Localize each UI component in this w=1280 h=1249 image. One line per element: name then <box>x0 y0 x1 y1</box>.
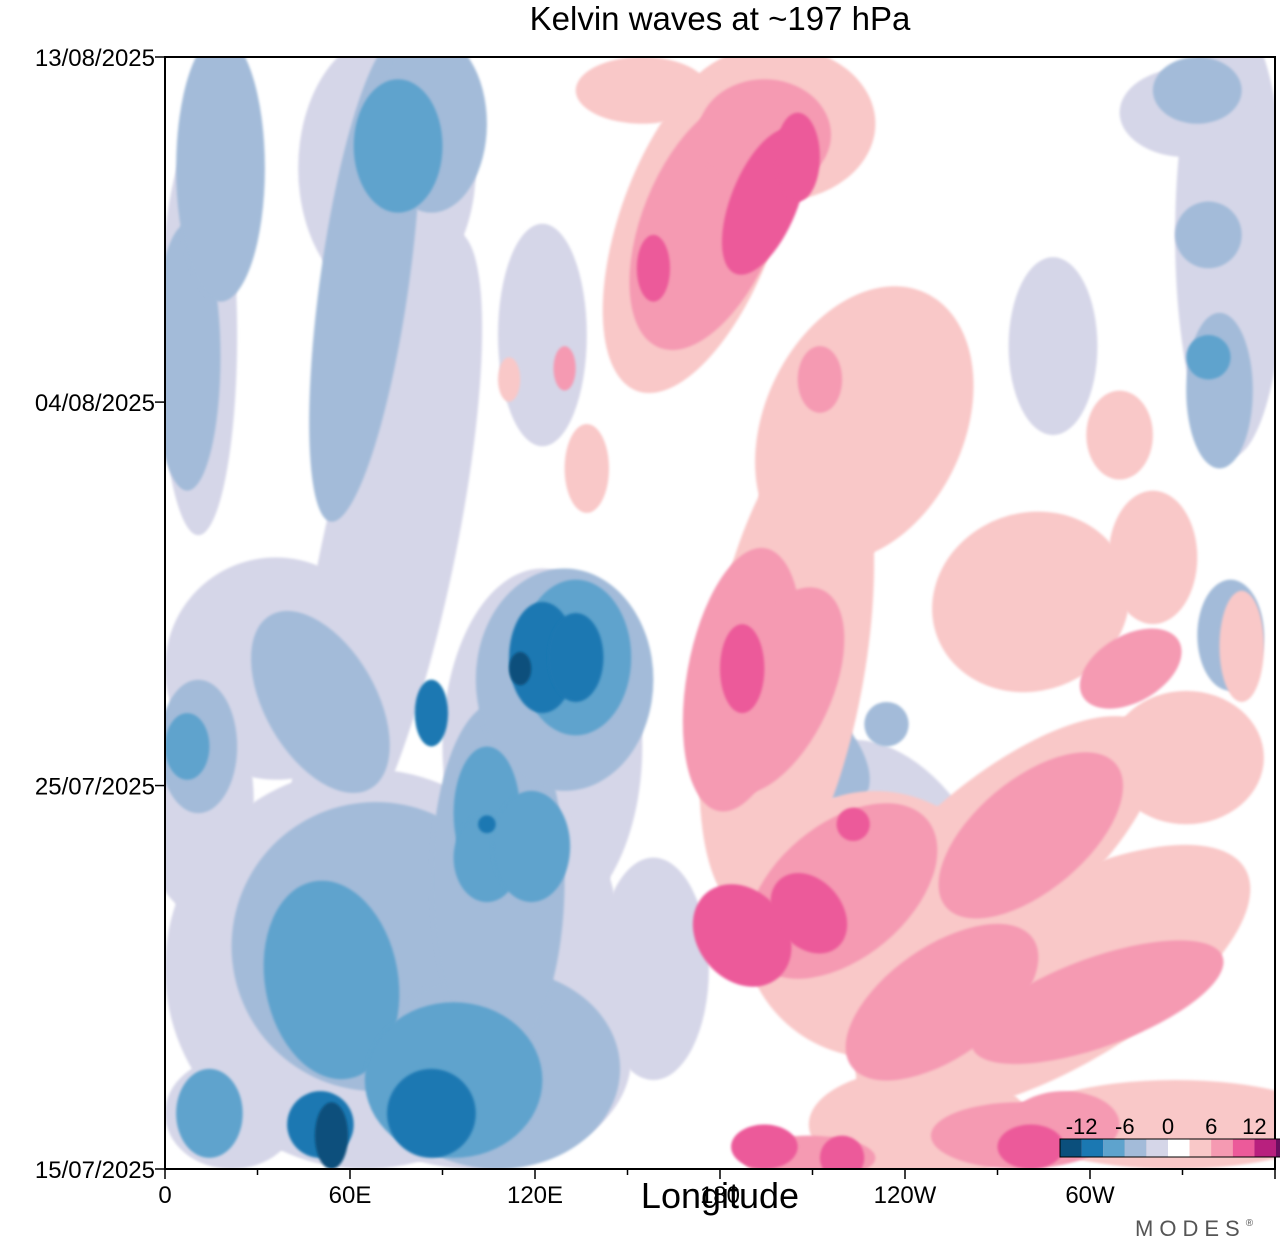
negative-anomaly-contour <box>1175 201 1242 269</box>
positive-anomaly-contour <box>636 234 671 302</box>
colorbar-swatch <box>1232 1139 1255 1157</box>
x-tick-label: 60W <box>1065 1182 1115 1209</box>
colorbar-swatch <box>1103 1139 1125 1157</box>
negative-anomaly-contour <box>597 857 709 1081</box>
negative-anomaly-contour <box>165 713 210 780</box>
negative-anomaly-contour <box>864 701 909 747</box>
positive-anomaly-contour <box>845 923 1039 1081</box>
x-tick-label: 60E <box>329 1182 372 1209</box>
positive-anomaly-contour <box>938 752 1124 919</box>
negative-anomaly-contour <box>353 79 443 213</box>
positive-anomaly-contour <box>770 873 848 954</box>
positive-anomaly-contour <box>1108 490 1198 625</box>
positive-anomaly-contour <box>819 1135 865 1169</box>
x-tick-label: 120W <box>874 1182 937 1209</box>
negative-anomaly-contour <box>1152 57 1242 124</box>
positive-anomaly-contour <box>971 940 1224 1065</box>
colorbar-label: -6 <box>1115 1114 1135 1139</box>
negative-anomaly-contour <box>176 1068 243 1158</box>
positive-anomaly-contour <box>720 624 765 714</box>
y-tick-label: 04/08/2025 <box>35 390 155 417</box>
negative-anomaly-contour <box>1186 312 1253 469</box>
colorbar-swatch <box>1211 1139 1233 1157</box>
colorbar-swatch <box>1276 1139 1280 1157</box>
colorbar-swatch <box>1124 1139 1147 1157</box>
positive-anomaly-contour <box>564 423 609 513</box>
colorbar-swatch <box>1146 1139 1168 1157</box>
negative-anomaly-contour <box>498 223 587 447</box>
positive-anomaly-contour <box>1219 590 1264 702</box>
negative-anomaly-contour <box>1186 335 1231 380</box>
x-tick-label: 180 <box>700 1182 740 1209</box>
modes-logo: MODES® <box>1135 1216 1259 1241</box>
negative-anomaly-contour <box>176 57 265 302</box>
colorbar-label: 6 <box>1205 1114 1217 1139</box>
colorbar-swatch <box>1081 1139 1104 1157</box>
positive-anomaly-contour <box>1079 628 1182 709</box>
x-tick-label: 120E <box>507 1182 563 1209</box>
positive-anomaly-contour <box>1086 390 1153 480</box>
positive-anomaly-contour <box>553 346 576 391</box>
positive-anomaly-contour <box>797 346 843 413</box>
negative-anomaly-contour <box>1008 257 1098 436</box>
colorbar-swatch <box>1060 1139 1082 1157</box>
negative-anomaly-contour <box>478 815 496 834</box>
brand-text: MODES <box>1135 1216 1246 1241</box>
x-tick-label: 0 <box>158 1182 171 1209</box>
positive-anomaly-contour <box>692 884 792 987</box>
y-tick-label: 25/07/2025 <box>35 774 155 801</box>
negative-anomaly-contour <box>492 790 571 903</box>
colorbar-swatch <box>1168 1139 1190 1157</box>
positive-anomaly-contour <box>775 112 820 202</box>
negative-anomaly-contour <box>263 880 400 1080</box>
negative-anomaly-contour <box>314 1102 349 1169</box>
colorbar-label: 0 <box>1162 1114 1174 1139</box>
plot-area <box>165 57 1275 1169</box>
colorbar-label: -12 <box>1066 1114 1098 1139</box>
positive-anomaly-contour <box>1108 690 1264 825</box>
y-tick-label: 15/07/2025 <box>35 1157 155 1184</box>
y-axis: 15/07/2025 25/07/2025 04/08/2025 13/08/2025 <box>35 45 165 1184</box>
positive-anomaly-contour <box>997 1124 1065 1169</box>
x-axis: 0 60E 120E 180 120W 60W <box>158 1169 1276 1209</box>
positive-anomaly-contour <box>731 1124 798 1169</box>
y-tick-label: 13/08/2025 <box>35 45 155 72</box>
colorbar-swatch <box>1189 1139 1212 1157</box>
negative-anomaly-contour <box>251 610 390 793</box>
positive-anomaly-contour <box>575 57 709 124</box>
x-axis-label: Longitude <box>641 1175 799 1216</box>
chart-title: Kelvin waves at ~197 hPa <box>530 0 911 37</box>
colorbar-swatch <box>1254 1139 1276 1157</box>
colorbar: -12 -6 0 6 12 <box>1059 1114 1280 1158</box>
negative-anomaly-contour <box>414 679 449 747</box>
positive-anomaly-contour <box>836 807 870 841</box>
negative-anomaly-contour <box>547 613 604 702</box>
colorbar-label: 12 <box>1242 1114 1266 1139</box>
positive-anomaly-contour <box>932 511 1130 693</box>
negative-anomaly-contour <box>509 651 532 686</box>
negative-anomaly-contour <box>387 1068 476 1158</box>
brand-mark: ® <box>1246 1218 1259 1229</box>
positive-anomaly-contour <box>498 357 521 402</box>
